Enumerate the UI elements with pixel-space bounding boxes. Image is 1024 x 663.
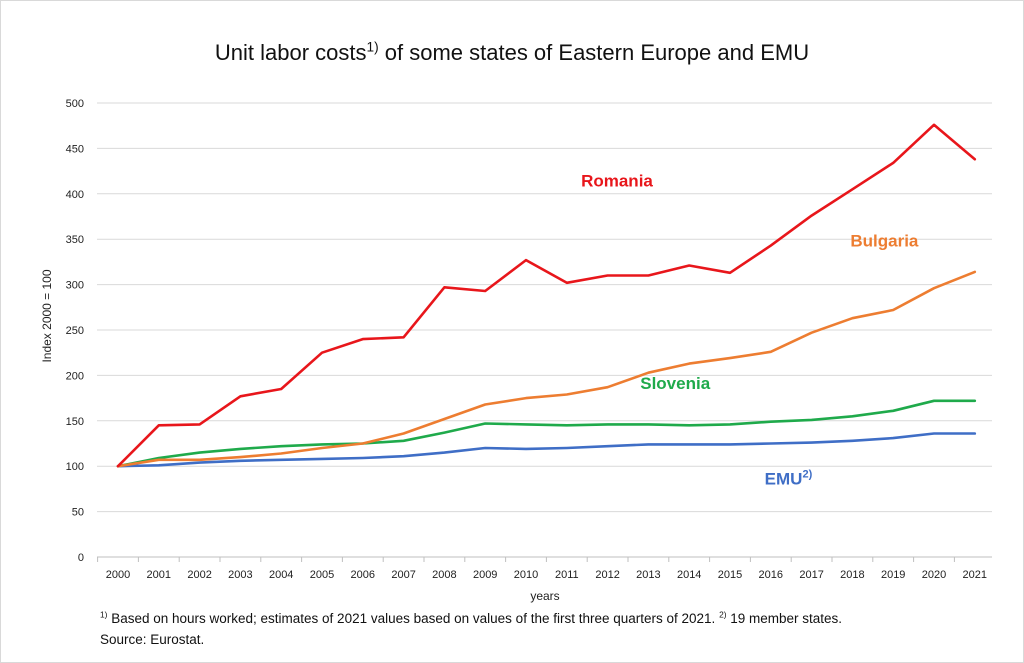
series-label-bulgaria: Bulgaria xyxy=(850,231,919,250)
series-line-emu xyxy=(116,432,977,468)
y-tick-label: 0 xyxy=(78,552,84,564)
y-tick-label: 400 xyxy=(66,189,84,201)
series-line-romania xyxy=(116,123,977,468)
chart-title-superscript: 1) xyxy=(366,39,379,55)
x-tick-label: 2003 xyxy=(228,569,252,581)
chart-title-main: Unit labor costs xyxy=(214,40,367,65)
y-tick-label: 350 xyxy=(66,234,84,246)
y-tick-labels: 0 50 100 150 200 250 300 350 400 450 500 xyxy=(66,98,84,564)
y-tick-label: 450 xyxy=(66,143,84,155)
series-line-slovenia xyxy=(116,399,977,468)
footnote: 1) Based on hours worked; estimates of 2… xyxy=(100,608,842,650)
x-tick-label: 2019 xyxy=(881,569,905,581)
x-tick-label: 2021 xyxy=(963,569,987,581)
series-label-slovenia: Slovenia xyxy=(640,374,710,393)
footnote-marker-2: 2) xyxy=(719,609,727,620)
y-axis-label: Index 2000 = 100 xyxy=(40,269,54,362)
x-tick-label: 2016 xyxy=(759,569,783,581)
x-tick-label: 2020 xyxy=(922,569,946,581)
x-tick-label: 2006 xyxy=(351,569,375,581)
y-tick-label: 250 xyxy=(66,325,84,337)
series-label-romania: Romania xyxy=(581,172,653,191)
x-tick-label: 2014 xyxy=(677,569,701,581)
x-tick-label: 2011 xyxy=(555,569,579,581)
x-tick-label: 2010 xyxy=(514,569,538,581)
footnote-text-2: 19 member states. xyxy=(726,611,843,626)
x-axis xyxy=(97,556,992,562)
x-tick-label: 2007 xyxy=(391,569,415,581)
chart-title: Unit labor costs1) of some states of Eas… xyxy=(0,40,1024,66)
y-tick-label: 500 xyxy=(66,98,84,110)
x-tick-label: 2005 xyxy=(310,569,334,581)
y-tick-label: 300 xyxy=(66,280,84,292)
x-tick-label: 2002 xyxy=(187,569,211,581)
chart-title-rest: of some states of Eastern Europe and EMU xyxy=(378,40,810,65)
gridlines xyxy=(97,102,992,513)
series-label-superscript: 2) xyxy=(802,468,812,480)
x-tick-label: 2015 xyxy=(718,569,742,581)
footnote-text-1: Based on hours worked; estimates of 2021… xyxy=(107,611,720,626)
x-tick-labels: 2000 2001 2002 2003 2004 2005 2006 2007 2008 2009… xyxy=(106,569,987,581)
y-tick-label: 100 xyxy=(66,461,84,473)
y-tick-label: 50 xyxy=(72,507,84,519)
x-tick-label: 2017 xyxy=(799,569,823,581)
series-label-emu: EMU2) xyxy=(765,468,813,488)
x-tick-label: 2018 xyxy=(840,569,864,581)
series-line-bulgaria xyxy=(116,270,977,468)
x-axis-label: years xyxy=(530,589,559,603)
x-tick-label: 2013 xyxy=(636,569,660,581)
x-tick-label: 2009 xyxy=(473,569,497,581)
x-tick-label: 2001 xyxy=(147,569,171,581)
footnote-line-1: 1) Based on hours worked; estimates of 2… xyxy=(100,608,842,629)
footnote-source: Source: Eurostat. xyxy=(100,632,205,647)
x-tick-label: 2008 xyxy=(432,569,456,581)
series-lines xyxy=(116,123,977,468)
y-tick-label: 150 xyxy=(66,416,84,428)
x-tick-label: 2000 xyxy=(106,569,130,581)
x-tick-label: 2012 xyxy=(595,569,619,581)
series-labels: Romania Bulgaria Slovenia EMU2) xyxy=(581,172,919,489)
y-tick-label: 200 xyxy=(66,370,84,382)
footnote-marker-1: 1) xyxy=(100,609,108,620)
x-tick-label: 2004 xyxy=(269,569,293,581)
